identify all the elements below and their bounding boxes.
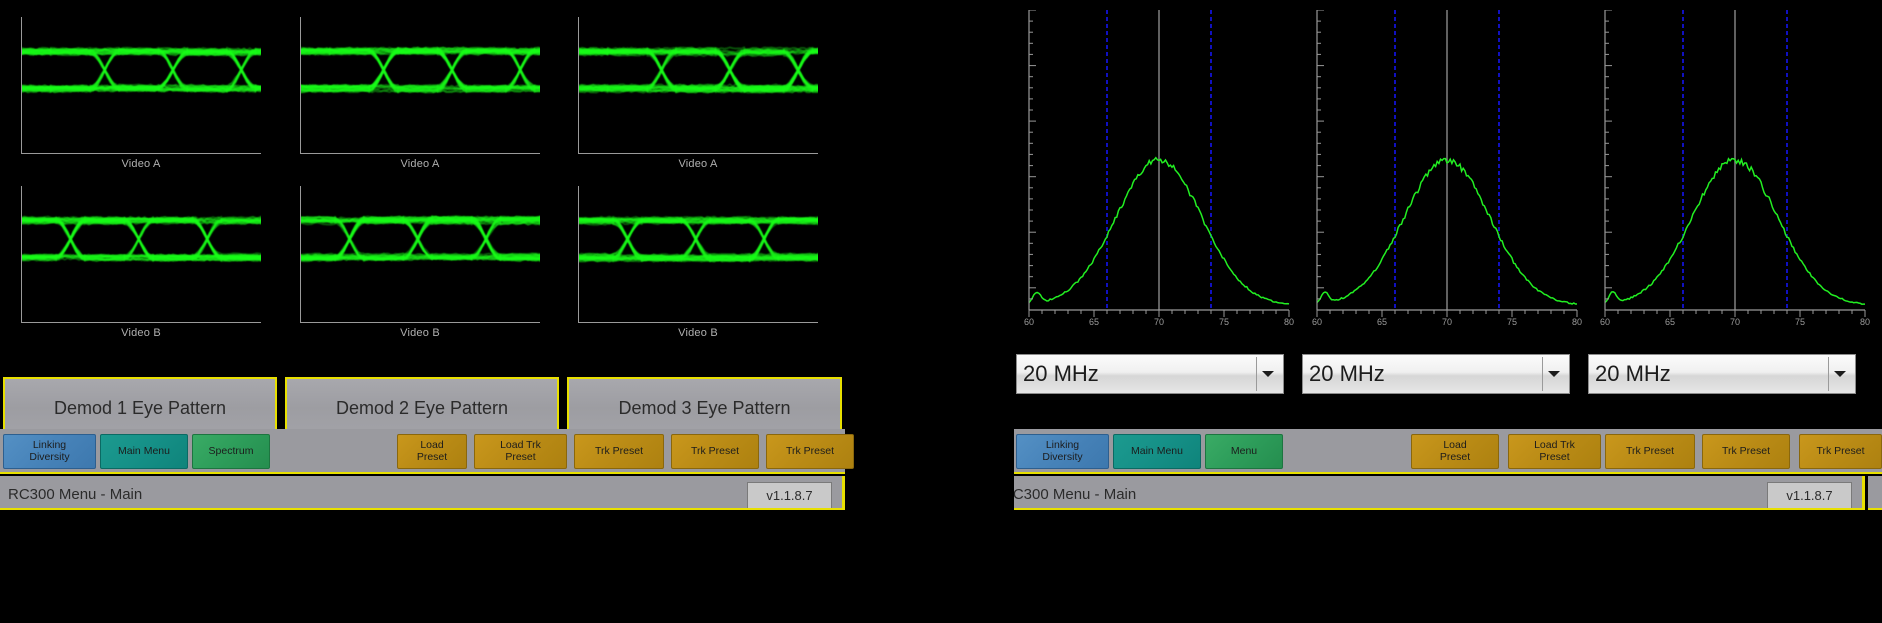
- svg-text:60: 60: [1312, 317, 1322, 326]
- svg-text:75: 75: [1795, 317, 1805, 326]
- svg-text:80: 80: [1860, 317, 1870, 326]
- svg-text:65: 65: [1377, 317, 1387, 326]
- svg-text:80: 80: [1572, 317, 1582, 326]
- svg-text:65: 65: [1089, 317, 1099, 326]
- svg-text:60: 60: [1600, 317, 1610, 326]
- svg-text:70: 70: [1442, 317, 1452, 326]
- svg-text:65: 65: [1665, 317, 1675, 326]
- svg-text:75: 75: [1507, 317, 1517, 326]
- svg-text:70: 70: [1154, 317, 1164, 326]
- svg-text:80: 80: [1284, 317, 1294, 326]
- svg-text:75: 75: [1219, 317, 1229, 326]
- svg-text:60: 60: [1024, 317, 1034, 326]
- svg-text:70: 70: [1730, 317, 1740, 326]
